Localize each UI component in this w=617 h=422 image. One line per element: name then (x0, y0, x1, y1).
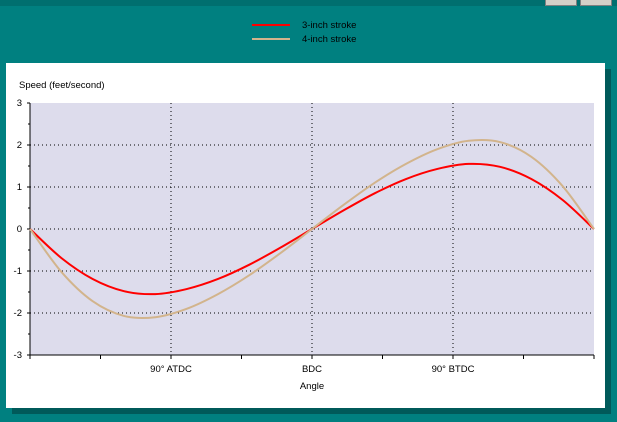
y-tick-label: 0 (17, 224, 22, 235)
window-button[interactable] (580, 0, 612, 6)
y-tick-label: -2 (14, 308, 22, 319)
series-line (29, 138, 595, 320)
legend-item: 4-inch stroke (250, 33, 430, 46)
window-top-strip (0, 0, 617, 6)
legend-item: 3-inch stroke (250, 19, 430, 32)
y-tick-label: 2 (17, 140, 22, 151)
y-tick-label: -1 (14, 266, 22, 277)
chart-svg: 3 2 1 0 -1 -2 -3 90° ATDC BDC 90° BTDC Speed (fee… (14, 80, 595, 392)
legend-swatch (252, 38, 290, 40)
x-tick-label: 90° ATDC (150, 364, 192, 375)
window-button[interactable] (545, 0, 577, 6)
y-tick-label: -3 (14, 350, 22, 361)
x-tick-label: BDC (302, 364, 322, 375)
chart-panel: 3 2 1 0 -1 -2 -3 90° ATDC BDC 90° BTDC Speed (fee… (6, 63, 605, 408)
chart-legend: 3-inch stroke 4-inch stroke (250, 17, 430, 47)
legend-label: 3-inch stroke (302, 20, 357, 31)
y-axis-label: Speed (feet/second) (19, 80, 105, 91)
series-lines (29, 138, 595, 320)
axes: 3 2 1 0 -1 -2 -3 90° ATDC BDC 90° BTDC (14, 98, 595, 375)
y-tick-label: 1 (17, 182, 22, 193)
legend-label: 4-inch stroke (302, 34, 357, 45)
x-tick-label: 90° BTDC (432, 364, 475, 375)
x-axis-label: Angle (300, 381, 324, 392)
y-tick-label: 3 (17, 98, 22, 109)
legend-swatch (252, 24, 290, 26)
